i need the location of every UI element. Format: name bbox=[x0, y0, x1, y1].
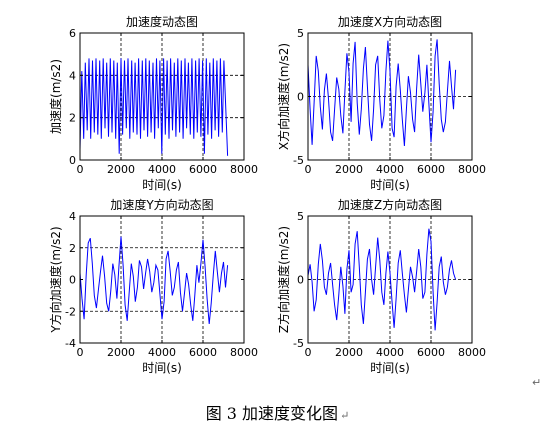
x-tick-label: 2000 bbox=[107, 346, 135, 359]
x-tick-label: 8000 bbox=[458, 346, 486, 359]
subplot-4: 0 2000 4000 6000 8000-505加速度Z方向动态图时间(s)Z方向加速… bbox=[276, 197, 486, 375]
x-tick-label: 0 bbox=[305, 346, 312, 359]
return-mark: ↵ bbox=[340, 409, 350, 422]
x-tick-label: 0 bbox=[77, 346, 84, 359]
y-tick-label: -2 bbox=[65, 305, 76, 318]
x-tick-label: 6000 bbox=[189, 163, 217, 176]
x-tick-label: 4000 bbox=[148, 346, 176, 359]
y-tick-label: 6 bbox=[69, 27, 76, 40]
x-tick-label: 8000 bbox=[230, 346, 258, 359]
y-tick-label: 0 bbox=[297, 274, 304, 287]
chart-title: 加速度X方向动态图 bbox=[338, 14, 442, 29]
caption-text: 图 3 加速度变化图 bbox=[205, 404, 339, 423]
chart-title: 加速度Z方向动态图 bbox=[338, 197, 442, 212]
y-tick-label: 4 bbox=[69, 69, 76, 82]
data-line bbox=[307, 228, 457, 331]
data-line bbox=[307, 39, 457, 147]
y-tick-label: 5 bbox=[297, 210, 304, 223]
x-tick-label: 6000 bbox=[417, 163, 445, 176]
y-tick-label: 2 bbox=[69, 112, 76, 125]
return-mark-upper: ↵ bbox=[532, 376, 542, 389]
x-tick-label: 6000 bbox=[417, 346, 445, 359]
x-tick-label: 0 bbox=[77, 163, 84, 176]
x-tick-label: 4000 bbox=[376, 163, 404, 176]
x-tick-label: 2000 bbox=[335, 163, 363, 176]
x-tick-label: 8000 bbox=[458, 163, 486, 176]
subplot-2: 0 2000 4000 6000 8000-505加速度X方向动态图时间(s)X方向加速… bbox=[276, 14, 486, 192]
x-axis-label: 时间(s) bbox=[142, 361, 182, 375]
y-tick-label: -5 bbox=[293, 154, 304, 167]
y-axis-label: Y方向加速度(m/s2) bbox=[48, 226, 63, 333]
x-tick-label: 2000 bbox=[335, 346, 363, 359]
data-line bbox=[79, 236, 229, 324]
y-tick-label: -5 bbox=[293, 337, 304, 350]
x-tick-label: 6000 bbox=[189, 346, 217, 359]
x-tick-label: 4000 bbox=[376, 346, 404, 359]
x-axis-label: 时间(s) bbox=[142, 178, 182, 192]
y-tick-label: 2 bbox=[69, 242, 76, 255]
x-tick-label: 8000 bbox=[230, 163, 258, 176]
x-tick-label: 4000 bbox=[148, 163, 176, 176]
y-tick-label: 0 bbox=[69, 154, 76, 167]
figure-caption: 图 3 加速度变化图 ↵ bbox=[0, 400, 555, 424]
x-axis-label: 时间(s) bbox=[370, 361, 410, 375]
chart-title: 加速度Y方向动态图 bbox=[110, 197, 213, 212]
y-axis-label: X方向加速度(m/s2) bbox=[276, 43, 291, 150]
x-tick-label: 2000 bbox=[107, 163, 135, 176]
y-tick-label: 5 bbox=[297, 27, 304, 40]
x-tick-label: 0 bbox=[305, 163, 312, 176]
y-tick-label: 0 bbox=[69, 274, 76, 287]
y-axis-label: 加速度(m/s2) bbox=[48, 59, 63, 134]
chart-title: 加速度动态图 bbox=[126, 14, 198, 29]
x-axis-label: 时间(s) bbox=[370, 178, 410, 192]
y-axis-label: Z方向加速度(m/s2) bbox=[276, 226, 291, 333]
y-tick-label: -4 bbox=[65, 337, 76, 350]
data-line bbox=[79, 58, 229, 156]
y-tick-label: 4 bbox=[69, 210, 76, 223]
y-tick-label: 0 bbox=[297, 91, 304, 104]
